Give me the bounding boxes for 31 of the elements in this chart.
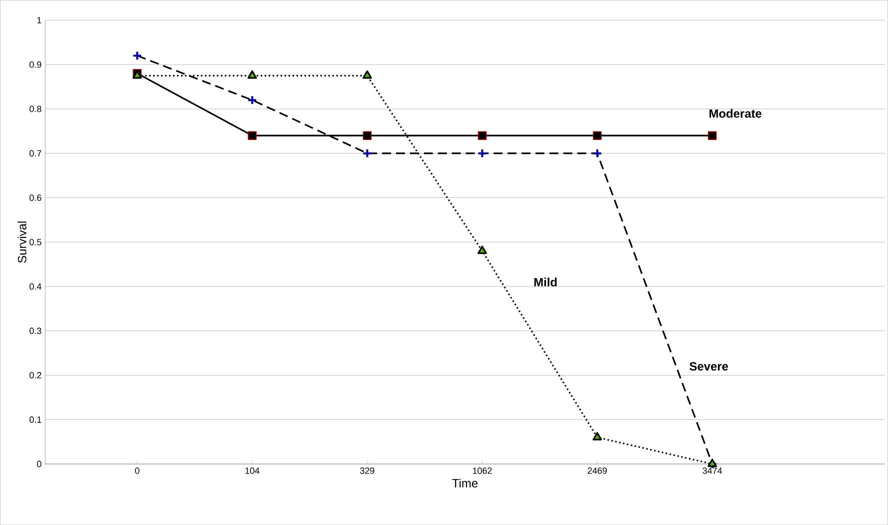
- point: [248, 131, 257, 140]
- point: [248, 70, 257, 79]
- y-tick-label: 0.7: [30, 150, 42, 156]
- y-tick-label: 0.1: [30, 416, 42, 423]
- series-label: Moderate: [710, 108, 762, 118]
- y-tick-label: 0.9: [30, 61, 42, 68]
- x-tick-label: 104: [245, 467, 260, 474]
- x-axis-title: Time: [452, 478, 478, 488]
- point: [592, 131, 602, 140]
- y-tick-label: 0.3: [30, 328, 42, 334]
- point: [362, 131, 372, 140]
- y-tick-label: 0.4: [30, 283, 42, 290]
- y-tick-label: 0.2: [30, 372, 42, 378]
- x-tick-label: 0: [135, 467, 140, 474]
- y-axis-title: Survival: [18, 222, 26, 263]
- x-tick-label: 2469: [588, 467, 607, 474]
- y-tick-label: 1: [37, 17, 42, 24]
- y-tick-label: 0.6: [30, 194, 42, 201]
- series-label: Severe: [690, 362, 728, 370]
- y-tick-label: 0: [37, 460, 42, 468]
- point: [592, 432, 602, 440]
- point: [478, 131, 487, 140]
- y-tick-label: 0.8: [30, 106, 42, 112]
- text: Mild: [534, 278, 557, 286]
- point: [708, 131, 717, 140]
- x-tick-label: 329: [360, 467, 374, 474]
- point: [478, 246, 487, 254]
- y-tick-label: 0.5: [30, 238, 42, 246]
- x-tick-label: 3474: [702, 467, 722, 474]
- x-tick-label: 1062: [472, 467, 492, 474]
- point: [362, 70, 372, 79]
